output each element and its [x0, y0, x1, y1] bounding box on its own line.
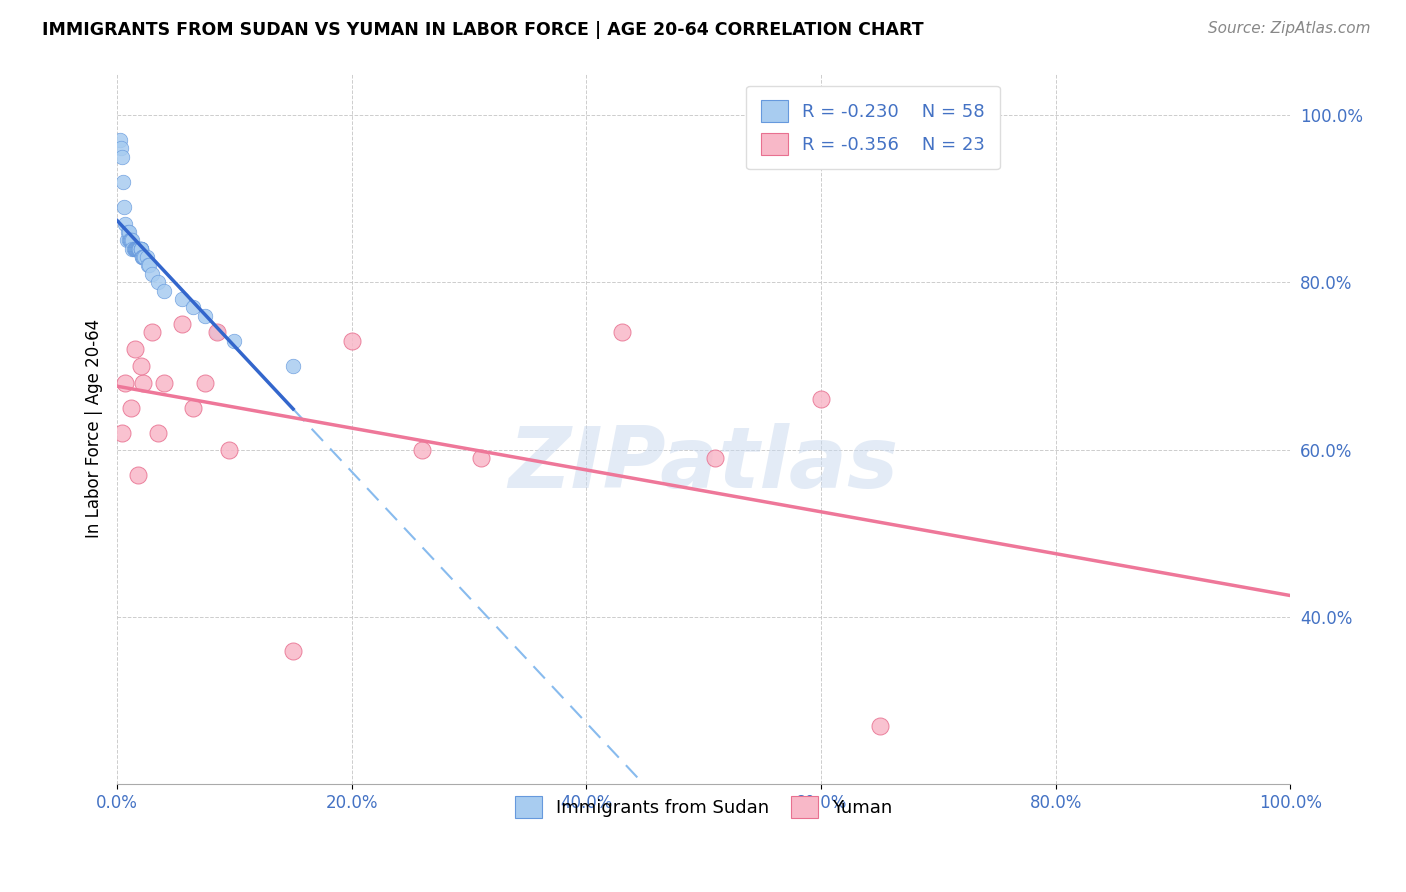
Point: [132, 250, 155, 264]
Point: [120, 233, 142, 247]
Point: [136, 259, 159, 273]
Point: [340, 334, 363, 348]
Point: [127, 467, 149, 482]
Text: Source: ZipAtlas.com: Source: ZipAtlas.com: [1208, 21, 1371, 36]
Point: [132, 250, 155, 264]
Point: [129, 242, 152, 256]
Point: [124, 242, 146, 256]
Point: [411, 442, 433, 457]
Point: [135, 250, 157, 264]
Point: [148, 275, 170, 289]
Point: [127, 242, 149, 256]
Point: [125, 242, 148, 256]
Point: [170, 317, 193, 331]
Point: [138, 259, 160, 273]
Point: [122, 242, 145, 256]
Point: [125, 242, 148, 256]
Point: [224, 334, 246, 348]
Point: [131, 250, 153, 264]
Point: [118, 233, 141, 247]
Point: [128, 242, 150, 256]
Point: [153, 284, 176, 298]
Point: [129, 242, 152, 256]
Point: [108, 133, 131, 147]
Point: [470, 450, 492, 465]
Point: [205, 326, 228, 340]
Point: [114, 376, 136, 390]
Point: [194, 309, 217, 323]
Point: [281, 359, 304, 373]
Point: [124, 242, 146, 256]
Point: [124, 342, 146, 356]
Point: [127, 242, 149, 256]
Point: [118, 225, 141, 239]
Point: [810, 392, 832, 407]
Point: [129, 242, 152, 256]
Point: [124, 242, 146, 256]
Point: [120, 401, 142, 415]
Point: [114, 217, 136, 231]
Point: [110, 141, 132, 155]
Point: [128, 242, 150, 256]
Point: [141, 267, 163, 281]
Point: [205, 326, 228, 340]
Point: [125, 242, 148, 256]
Point: [121, 233, 143, 247]
Point: [121, 242, 143, 256]
Point: [129, 242, 152, 256]
Point: [112, 175, 135, 189]
Point: [131, 250, 153, 264]
Point: [153, 376, 176, 390]
Point: [117, 225, 139, 239]
Point: [127, 242, 149, 256]
Point: [127, 242, 149, 256]
Point: [120, 233, 142, 247]
Point: [127, 242, 149, 256]
Text: ZIPatlas: ZIPatlas: [509, 423, 898, 506]
Point: [129, 242, 152, 256]
Point: [218, 442, 240, 457]
Point: [194, 376, 217, 390]
Point: [127, 242, 149, 256]
Point: [128, 242, 150, 256]
Point: [704, 450, 727, 465]
Point: [281, 643, 304, 657]
Point: [148, 425, 170, 440]
Point: [125, 242, 148, 256]
Point: [610, 326, 633, 340]
Point: [120, 233, 142, 247]
Legend: Immigrants from Sudan, Yuman: Immigrants from Sudan, Yuman: [508, 789, 900, 825]
Point: [183, 401, 205, 415]
Point: [183, 301, 205, 315]
Point: [129, 359, 152, 373]
Y-axis label: In Labor Force | Age 20-64: In Labor Force | Age 20-64: [86, 319, 103, 538]
Point: [141, 326, 163, 340]
Text: IMMIGRANTS FROM SUDAN VS YUMAN IN LABOR FORCE | AGE 20-64 CORRELATION CHART: IMMIGRANTS FROM SUDAN VS YUMAN IN LABOR …: [42, 21, 924, 38]
Point: [112, 200, 135, 214]
Point: [111, 150, 134, 164]
Point: [127, 242, 149, 256]
Point: [128, 242, 150, 256]
Point: [111, 425, 134, 440]
Point: [132, 376, 155, 390]
Point: [128, 242, 150, 256]
Point: [134, 250, 156, 264]
Point: [170, 292, 193, 306]
Point: [120, 233, 142, 247]
Point: [115, 233, 138, 247]
Point: [869, 719, 891, 733]
